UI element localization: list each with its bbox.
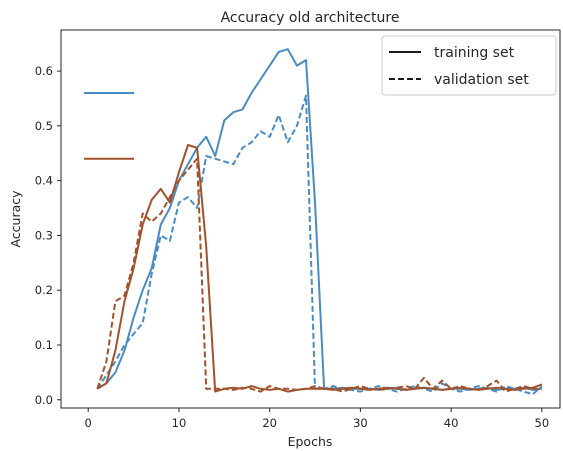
series-line-3-brown-dashed xyxy=(96,157,542,393)
series-line-1-blue-dashed xyxy=(96,94,543,396)
legend: training set validation set xyxy=(381,35,557,96)
side-markers xyxy=(84,92,134,160)
legend-label-validation: validation set xyxy=(434,72,529,88)
plot-frame xyxy=(60,29,561,409)
y-axis-ticks: 0.0 0.1 0.2 0.3 0.4 0.5 0.6 xyxy=(35,64,61,407)
series-line-2-brown-solid xyxy=(96,144,543,393)
y-tick-label: 0.6 xyxy=(35,64,53,78)
y-tick-label: 0.1 xyxy=(35,338,53,352)
series-layer xyxy=(96,48,543,396)
y-tick-label: 0.2 xyxy=(35,283,53,297)
x-tick-label: 30 xyxy=(353,416,368,430)
legend-label-training: training set xyxy=(434,45,515,61)
y-tick-label: 0.0 xyxy=(35,393,53,407)
y-tick-label: 0.4 xyxy=(35,174,53,188)
y-tick-label: 0.3 xyxy=(35,228,53,242)
x-tick-label: 50 xyxy=(535,416,550,430)
legend-box xyxy=(381,35,557,96)
x-tick-label: 10 xyxy=(172,416,187,430)
series-line-0-blue-solid xyxy=(96,48,543,391)
x-tick-label: 0 xyxy=(85,416,92,430)
y-tick-label: 0.5 xyxy=(35,119,53,133)
x-axis-label: Epochs xyxy=(288,434,333,449)
y-axis-label: Accuracy xyxy=(8,190,23,248)
chart-title: Accuracy old architecture xyxy=(221,10,400,26)
x-tick-label: 20 xyxy=(262,416,277,430)
x-axis-ticks: 0 10 20 30 40 50 xyxy=(85,408,550,430)
x-tick-label: 40 xyxy=(444,416,459,430)
